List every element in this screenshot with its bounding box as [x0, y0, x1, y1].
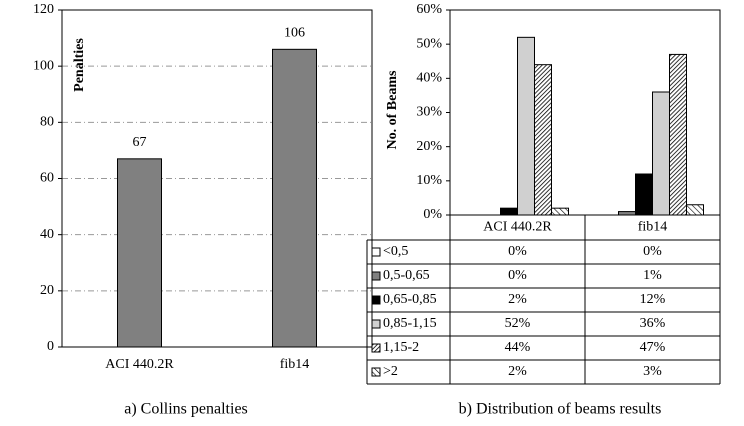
table-cell: 3%	[643, 364, 662, 379]
data-label: 106	[284, 26, 305, 41]
table-cell: 2%	[508, 292, 527, 307]
table-cell: 0%	[508, 268, 527, 283]
y-tick-label: 20	[40, 283, 54, 298]
caption: b) Distribution of beams results	[459, 401, 662, 418]
bar	[635, 173, 653, 216]
plot-frame	[61, 9, 373, 348]
table-cell: 36%	[640, 316, 666, 331]
table-cell: 0%	[508, 244, 527, 259]
legend-label: 0,65-0,85	[383, 292, 437, 307]
y-tick-label: 40%	[416, 71, 442, 86]
legend-label: <0,5	[383, 244, 408, 259]
legend-swatch	[371, 271, 381, 281]
y-tick-label: 40	[40, 227, 54, 242]
y-tick-label: 60	[40, 171, 54, 186]
legend-label: 0,5-0,65	[383, 268, 430, 283]
y-tick-label: 10%	[416, 173, 442, 188]
table-cell: 52%	[505, 316, 531, 331]
bar	[500, 207, 518, 216]
bar	[551, 207, 569, 216]
legend-swatch	[371, 367, 381, 377]
y-axis-label: No. of Beams	[385, 70, 400, 149]
x-tick-label: fib14	[638, 220, 668, 235]
bar	[517, 36, 535, 216]
bar	[272, 48, 317, 348]
y-tick-label: 50%	[416, 36, 442, 51]
table-cell: 1%	[643, 268, 662, 283]
y-tick-label: 30%	[416, 105, 442, 120]
table-cell: 2%	[508, 364, 527, 379]
x-tick-label: ACI 440.2R	[483, 220, 552, 235]
data-label: 67	[133, 135, 147, 150]
table-cell: 0%	[643, 244, 662, 259]
y-tick-label: 0	[47, 339, 54, 354]
legend-swatch	[371, 247, 381, 257]
y-tick-label: 100	[33, 58, 54, 73]
legend-label: 1,15-2	[383, 340, 419, 355]
bar	[534, 64, 552, 216]
x-tick-label: fib14	[280, 357, 310, 372]
bar	[686, 204, 704, 216]
caption: a) Collins penalties	[124, 401, 248, 418]
y-tick-label: 80	[40, 115, 54, 130]
x-tick-label: ACI 440.2R	[105, 357, 174, 372]
legend-swatch	[371, 319, 381, 329]
bar	[618, 211, 636, 216]
bar	[652, 91, 670, 216]
table-cell: 12%	[640, 292, 666, 307]
legend-label: >2	[383, 364, 398, 379]
y-tick-label: 20%	[416, 139, 442, 154]
legend-label: 0,85-1,15	[383, 316, 437, 331]
y-tick-label: 60%	[416, 2, 442, 17]
y-axis-label: Penalties	[72, 38, 87, 92]
bar	[669, 53, 687, 216]
bar	[117, 158, 162, 348]
y-tick-label: 120	[33, 2, 54, 17]
y-tick-label: 0%	[423, 207, 442, 222]
legend-swatch	[371, 295, 381, 305]
table-cell: 47%	[640, 340, 666, 355]
legend-swatch	[371, 343, 381, 353]
table-cell: 44%	[505, 340, 531, 355]
